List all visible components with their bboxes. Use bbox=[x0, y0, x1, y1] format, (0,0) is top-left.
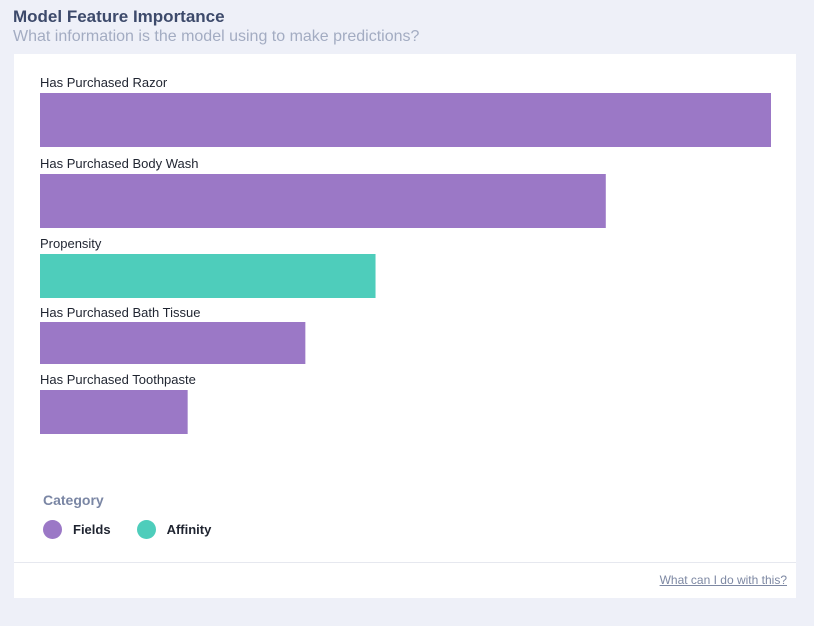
bar-has-purchased-body-wash[interactable] bbox=[40, 174, 606, 228]
bar-label-has-purchased-razor: Has Purchased Razor bbox=[40, 75, 168, 90]
bar-propensity[interactable] bbox=[40, 254, 376, 298]
bar-label-has-purchased-bath-tissue: Has Purchased Bath Tissue bbox=[40, 305, 200, 320]
legend-label-fields: Fields bbox=[73, 522, 111, 537]
chart-card: Has Purchased Razor Has Purchased Body Wa… bbox=[14, 54, 796, 598]
bar-has-purchased-razor[interactable] bbox=[40, 93, 771, 147]
chart-subtitle: What information is the model using to m… bbox=[13, 28, 420, 45]
legend-swatch-affinity bbox=[136, 520, 156, 539]
chart-title: Model Feature Importance bbox=[13, 7, 225, 26]
bar-has-purchased-toothpaste[interactable] bbox=[40, 390, 188, 434]
legend-label-affinity: Affinity bbox=[166, 522, 212, 537]
legend-swatch-fields bbox=[43, 520, 62, 539]
legend: Category Fields Affinity bbox=[43, 492, 237, 539]
legend-item-fields[interactable]: Fields bbox=[43, 520, 111, 539]
bar-has-purchased-bath-tissue[interactable] bbox=[40, 322, 306, 364]
legend-title: Category bbox=[43, 492, 104, 508]
footer-divider bbox=[14, 562, 796, 563]
bar-label-has-purchased-body-wash: Has Purchased Body Wash bbox=[40, 156, 198, 171]
legend-items: Fields Affinity bbox=[43, 520, 237, 539]
bar-label-has-purchased-toothpaste: Has Purchased Toothpaste bbox=[40, 372, 196, 387]
bar-chart: Has Purchased Razor Has Purchased Body Wa… bbox=[40, 75, 771, 434]
help-link[interactable]: What can I do with this? bbox=[659, 573, 787, 587]
chart-header: Model Feature Importance What informatio… bbox=[13, 6, 419, 47]
legend-item-affinity[interactable]: Affinity bbox=[136, 520, 212, 539]
bar-label-propensity: Propensity bbox=[40, 236, 102, 251]
